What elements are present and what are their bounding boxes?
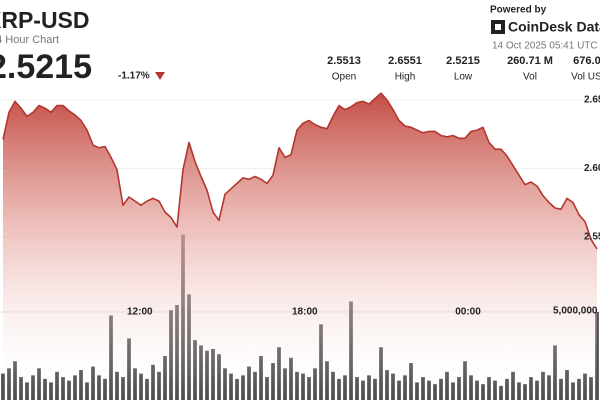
timestamp: 14 Oct 2025 05:41 UTC	[492, 41, 598, 52]
x-tick-label: 00:00	[455, 307, 481, 318]
y-tick-label: 2.60	[584, 163, 600, 174]
price-area	[3, 93, 597, 400]
price: 2.5215	[0, 48, 92, 86]
subtitle: 24 Hour Chart	[0, 34, 59, 46]
stat-value: 260.71 M	[507, 55, 553, 67]
y-tick-label: 2.65	[584, 95, 600, 106]
stat-label: Vol USD	[571, 72, 600, 83]
plot: 2.55 2.60 2.65 5,000,000 12:00 18:00 00:00	[0, 92, 600, 400]
brand: CoinDesk Data	[508, 19, 600, 35]
price-line	[2, 92, 598, 250]
stat-value: 2.6551	[388, 55, 422, 67]
logo-icon-inner	[495, 24, 501, 30]
stats: 2.5513 Open 2.6551 High 2.5215 Low 260.71 M Vol…	[327, 55, 600, 83]
stat-label: Low	[454, 72, 473, 83]
y-tick-label: 2.55	[584, 231, 600, 242]
y2-tick-label: 5,000,000	[553, 306, 598, 317]
change: -1.17%	[118, 71, 150, 82]
title: XRP-USD	[0, 7, 90, 33]
stat-value: 2.5215	[446, 55, 480, 67]
powered-by: Powered by	[490, 5, 547, 16]
stat-label: High	[395, 72, 416, 83]
axis-labels: 2.55 2.60 2.65 5,000,000 12:00 18:00 00:00	[127, 95, 600, 318]
x-tick-label: 18:00	[292, 307, 318, 318]
stat-label: Open	[332, 72, 356, 83]
stat-value: 676.09	[573, 55, 600, 67]
stat-value: 2.5513	[327, 55, 361, 67]
price-line	[2, 92, 598, 400]
x-tick-label: 12:00	[127, 307, 153, 318]
stat-label: Vol	[523, 72, 537, 83]
down-arrow	[155, 72, 165, 80]
